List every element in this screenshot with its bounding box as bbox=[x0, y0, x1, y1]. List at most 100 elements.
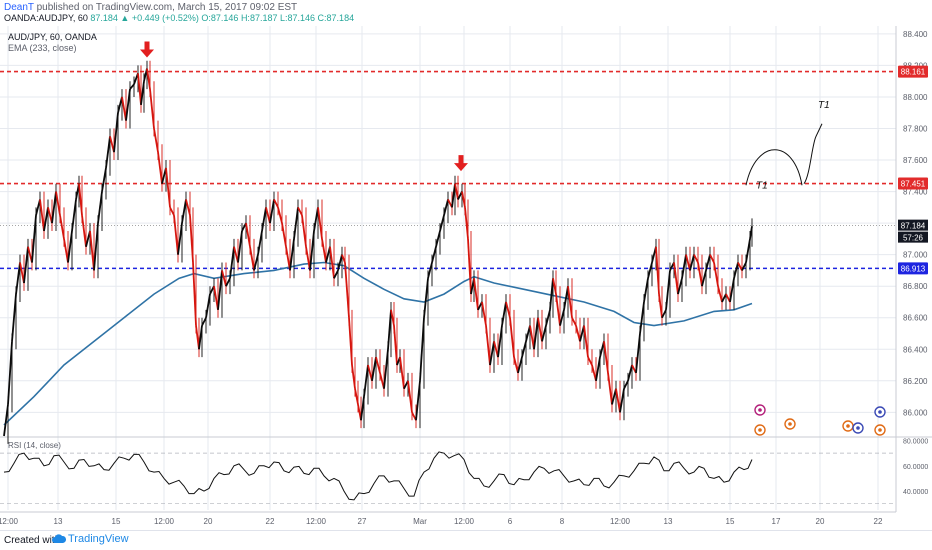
price-segment bbox=[367, 364, 373, 382]
price-segment bbox=[337, 254, 343, 271]
price-segment bbox=[701, 270, 707, 287]
x-tick-label: 6 bbox=[508, 517, 513, 526]
price-segment bbox=[467, 238, 472, 295]
rsi-tick-label: 60.0000 bbox=[903, 464, 928, 471]
price-segment bbox=[23, 246, 29, 284]
price-segment bbox=[713, 262, 719, 287]
level-label-2: 86.913 bbox=[901, 264, 926, 273]
rsi-label: RSI (14, close) bbox=[8, 441, 61, 450]
price-change: 87.184 ▲ +0.449 (+0.52%) bbox=[90, 13, 199, 23]
price-segment bbox=[415, 380, 421, 421]
price-segment bbox=[681, 254, 687, 279]
symbol-label: OANDA:AUDJPY, 60 bbox=[4, 13, 88, 23]
price-segment bbox=[579, 325, 585, 342]
last-price-label: 87.184 bbox=[901, 222, 926, 231]
price-segment bbox=[192, 262, 197, 326]
price-segment bbox=[129, 83, 135, 90]
level-label-0: 88.161 bbox=[901, 68, 926, 77]
price-segment bbox=[173, 215, 179, 255]
price-segment bbox=[599, 341, 605, 358]
price-segment bbox=[344, 262, 350, 318]
price-segment bbox=[407, 380, 413, 413]
price-segment bbox=[348, 317, 353, 366]
price-segment bbox=[85, 230, 91, 247]
price-segment bbox=[537, 317, 543, 342]
price-segment bbox=[221, 270, 227, 287]
pair-label: AUD/JPY, 60, OANDA bbox=[8, 32, 97, 42]
level-badge-1 bbox=[898, 177, 928, 190]
price-segment bbox=[721, 293, 727, 303]
price-segment bbox=[201, 317, 207, 327]
price-segment bbox=[733, 262, 739, 279]
price-segment bbox=[689, 254, 695, 271]
ema-label: EMA (233, close) bbox=[8, 43, 77, 53]
price-segment bbox=[451, 183, 456, 208]
y-tick-label: 86.800 bbox=[903, 282, 928, 291]
price-segment bbox=[101, 167, 107, 192]
price-segment bbox=[559, 309, 565, 326]
price-segment bbox=[611, 388, 617, 405]
price-segment bbox=[627, 364, 633, 382]
price-segment bbox=[354, 388, 359, 405]
price-segment bbox=[545, 309, 551, 326]
countdown-badge bbox=[898, 231, 928, 243]
ohlc-line: OANDA:AUDJPY, 60 87.184 ▲ +0.449 (+0.52%… bbox=[4, 13, 354, 23]
high-value: H:87.187 bbox=[240, 13, 278, 23]
price-segment bbox=[341, 254, 346, 263]
tradingview-brand[interactable]: TradingView bbox=[52, 533, 129, 545]
x-tick-label: 13 bbox=[54, 517, 63, 526]
price-segment bbox=[213, 286, 219, 310]
price-segment bbox=[729, 278, 735, 303]
price-segment bbox=[67, 230, 73, 263]
x-tick-label: 27 bbox=[358, 517, 367, 526]
price-segment bbox=[563, 286, 569, 310]
price-segment bbox=[360, 396, 365, 421]
price-chart[interactable]: 88.40088.20088.00087.80087.60087.40087.2… bbox=[0, 26, 932, 530]
annotation-t1-lower: T1 bbox=[756, 180, 768, 191]
price-segment bbox=[737, 262, 743, 271]
price-segment bbox=[541, 325, 547, 342]
author-link[interactable]: DeanT bbox=[4, 2, 34, 13]
price-segment bbox=[615, 388, 621, 413]
x-tick-label: 12:00 bbox=[154, 517, 175, 526]
price-segment bbox=[485, 325, 491, 366]
price-segment bbox=[105, 136, 111, 169]
price-segment bbox=[587, 356, 593, 366]
x-tick-label: 20 bbox=[204, 517, 213, 526]
price-segment bbox=[423, 278, 429, 318]
price-segment bbox=[677, 278, 683, 295]
price-segment bbox=[427, 262, 433, 279]
price-segment bbox=[457, 191, 463, 200]
price-segment bbox=[717, 285, 723, 303]
level-badge-2 bbox=[898, 262, 928, 275]
price-segment bbox=[443, 199, 449, 216]
price-segment bbox=[3, 404, 9, 437]
price-segment bbox=[439, 215, 445, 232]
price-segment bbox=[583, 325, 589, 358]
price-segment bbox=[78, 183, 83, 216]
price-segment bbox=[745, 238, 751, 263]
price-segment bbox=[177, 223, 183, 255]
level-badge-0 bbox=[898, 65, 928, 78]
price-segment bbox=[529, 325, 535, 350]
price-segment bbox=[63, 238, 69, 263]
price-segment bbox=[117, 96, 123, 113]
chart-background bbox=[0, 26, 932, 530]
countdown-label: 57:26 bbox=[903, 234, 924, 243]
price-segment bbox=[549, 278, 554, 310]
price-segment bbox=[189, 215, 194, 263]
projection-curve bbox=[745, 149, 803, 186]
price-segment bbox=[419, 317, 425, 381]
x-tick-label: 12:00 bbox=[454, 517, 475, 526]
price-segment bbox=[39, 199, 45, 232]
price-segment bbox=[705, 254, 711, 271]
open-value: O:87.146 bbox=[201, 13, 239, 23]
price-segment bbox=[363, 364, 369, 397]
price-segment bbox=[140, 81, 145, 105]
price-segment bbox=[603, 341, 609, 374]
price-segment bbox=[149, 88, 155, 129]
price-segment bbox=[509, 317, 515, 358]
price-segment bbox=[217, 270, 223, 310]
price-segment bbox=[461, 191, 466, 208]
price-segment bbox=[169, 206, 175, 216]
